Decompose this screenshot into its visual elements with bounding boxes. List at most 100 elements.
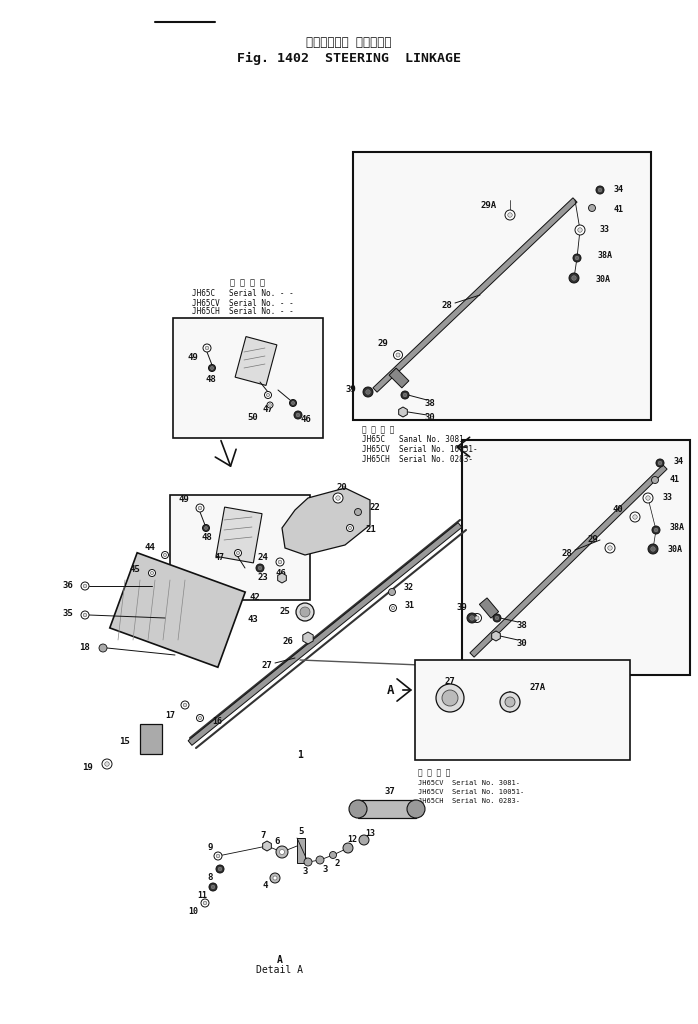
- Circle shape: [102, 759, 112, 769]
- Polygon shape: [235, 337, 277, 385]
- Text: 28: 28: [442, 300, 452, 309]
- Text: 10: 10: [188, 907, 198, 916]
- Text: JH65CH  Serial No. 0283-: JH65CH Serial No. 0283-: [418, 798, 520, 804]
- Circle shape: [151, 571, 154, 574]
- Text: 7: 7: [260, 831, 266, 841]
- Circle shape: [500, 692, 520, 712]
- Circle shape: [389, 589, 396, 596]
- Circle shape: [654, 528, 658, 531]
- Circle shape: [467, 613, 477, 623]
- Circle shape: [276, 558, 284, 566]
- Circle shape: [343, 843, 353, 853]
- Circle shape: [216, 854, 220, 858]
- Bar: [170, 495, 310, 600]
- Text: 19: 19: [82, 764, 93, 772]
- Bar: [140, 724, 162, 754]
- Text: 適 用 号 機: 適 用 号 機: [418, 768, 450, 777]
- Circle shape: [269, 403, 272, 407]
- Circle shape: [346, 524, 353, 531]
- Text: JH65CV  Serial No. - -: JH65CV Serial No. - -: [192, 299, 294, 307]
- Circle shape: [163, 553, 167, 557]
- Text: 49: 49: [187, 353, 198, 362]
- Text: Detail A: Detail A: [256, 965, 304, 975]
- Circle shape: [149, 569, 156, 577]
- Circle shape: [210, 367, 214, 370]
- Circle shape: [294, 411, 302, 419]
- Text: 27A: 27A: [530, 683, 546, 692]
- Circle shape: [643, 493, 653, 503]
- Text: 46: 46: [275, 568, 285, 578]
- Bar: [415, 660, 630, 760]
- Circle shape: [290, 399, 297, 407]
- Text: JH65CV  Serial No. 3081-: JH65CV Serial No. 3081-: [418, 780, 520, 786]
- Text: ステアリング リンゲージ: ステアリング リンゲージ: [306, 36, 392, 48]
- Text: 22: 22: [370, 503, 380, 512]
- Circle shape: [392, 606, 394, 609]
- Text: 35: 35: [62, 608, 73, 617]
- Circle shape: [633, 515, 637, 519]
- Circle shape: [575, 256, 579, 260]
- Circle shape: [300, 607, 310, 617]
- Polygon shape: [262, 841, 272, 851]
- Bar: [462, 440, 690, 675]
- Text: 43: 43: [248, 615, 259, 625]
- Text: 34: 34: [614, 185, 624, 195]
- Circle shape: [355, 509, 362, 515]
- Text: 24: 24: [258, 553, 268, 561]
- Circle shape: [83, 613, 87, 616]
- Circle shape: [348, 526, 352, 529]
- Circle shape: [205, 526, 207, 529]
- Circle shape: [205, 346, 209, 350]
- Circle shape: [403, 393, 407, 396]
- Circle shape: [436, 684, 464, 712]
- Text: 47: 47: [262, 406, 274, 415]
- Circle shape: [578, 227, 582, 232]
- Text: 41: 41: [670, 475, 680, 484]
- Circle shape: [209, 883, 217, 891]
- Text: 39: 39: [346, 385, 356, 394]
- Text: 1: 1: [297, 750, 303, 760]
- Circle shape: [572, 275, 577, 281]
- Circle shape: [401, 391, 409, 399]
- Text: 38A: 38A: [598, 251, 613, 259]
- Bar: [470, 465, 667, 657]
- Circle shape: [646, 496, 651, 501]
- Text: JH65CV  Serial No. 10051-: JH65CV Serial No. 10051-: [362, 445, 477, 455]
- Text: 44: 44: [144, 543, 155, 552]
- Circle shape: [333, 493, 343, 503]
- Text: 37: 37: [385, 787, 395, 797]
- Circle shape: [211, 885, 215, 889]
- Bar: [173, 318, 323, 438]
- Circle shape: [605, 543, 615, 553]
- Circle shape: [389, 604, 396, 611]
- Circle shape: [267, 393, 269, 396]
- Circle shape: [256, 564, 264, 572]
- Circle shape: [470, 615, 474, 621]
- Text: JH65CV  Serial No. 10051-: JH65CV Serial No. 10051-: [418, 790, 524, 795]
- Text: 46: 46: [301, 416, 311, 425]
- Polygon shape: [303, 632, 313, 644]
- Circle shape: [394, 350, 403, 359]
- Circle shape: [596, 186, 604, 194]
- Circle shape: [396, 353, 400, 357]
- Circle shape: [273, 876, 277, 880]
- Text: 31: 31: [405, 600, 415, 609]
- Text: 33: 33: [600, 225, 610, 234]
- Text: JH65C   Serial No. - -: JH65C Serial No. - -: [192, 290, 294, 299]
- Text: 12: 12: [347, 836, 357, 845]
- Circle shape: [83, 585, 87, 588]
- Circle shape: [575, 225, 585, 234]
- Text: 23: 23: [258, 573, 268, 583]
- Circle shape: [216, 865, 224, 873]
- Polygon shape: [480, 598, 498, 618]
- Circle shape: [183, 703, 187, 707]
- Text: 4: 4: [262, 881, 268, 890]
- Circle shape: [569, 273, 579, 283]
- Bar: [188, 522, 462, 745]
- Text: 26: 26: [282, 638, 293, 646]
- Circle shape: [197, 715, 204, 722]
- Text: 20: 20: [336, 483, 348, 493]
- Circle shape: [292, 401, 295, 404]
- Text: 30A: 30A: [596, 275, 611, 285]
- Circle shape: [209, 365, 216, 372]
